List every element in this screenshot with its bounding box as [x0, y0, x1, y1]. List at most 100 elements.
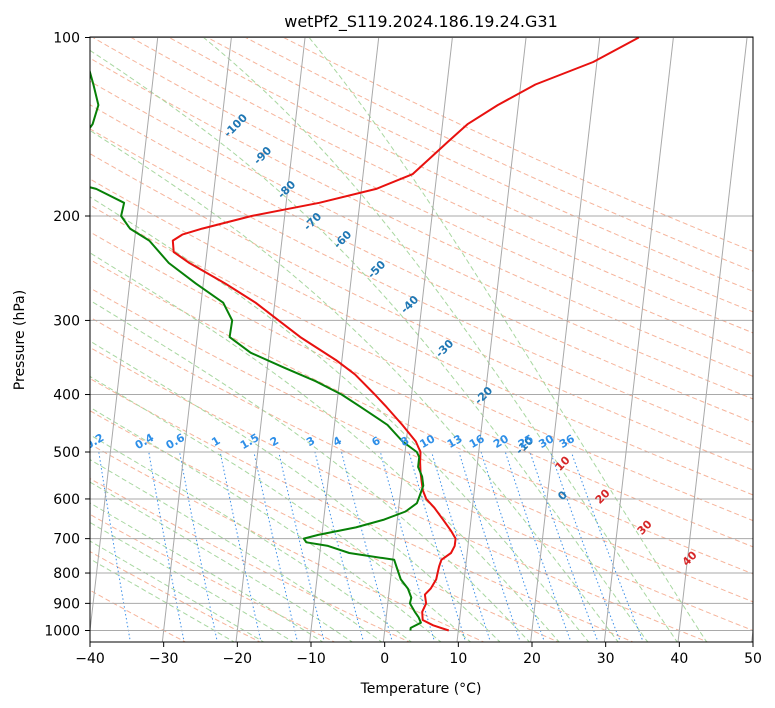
y-tick-label: 300: [53, 313, 80, 329]
dry-adiabat: [90, 153, 753, 471]
dry-adiabat: [283, 37, 753, 252]
dry-adiabat: [90, 231, 753, 548]
moist-adiabat: [90, 558, 236, 642]
moist-adiabat: [90, 49, 649, 642]
plot-frame: [89, 36, 754, 643]
dry-adiabat-label: -60: [331, 228, 354, 251]
dry-adiabat: [90, 513, 336, 642]
mixing-ratio-label: 10: [418, 432, 438, 451]
dry-adiabat: [90, 287, 753, 603]
dry-adiabat: [90, 551, 262, 642]
mixing-ratio-label: 4: [331, 434, 344, 449]
mixing-ratio-line: [529, 451, 599, 642]
profile-lines: [90, 37, 640, 632]
x-tick-label: −30: [149, 651, 179, 667]
chart-title: wetPf2_S119.2024.186.19.24.G31: [284, 12, 558, 32]
x-tick-label: 20: [523, 651, 541, 667]
dry-adiabat: [90, 346, 709, 642]
isotherm-line: [382, 37, 453, 642]
dry-adiabat: [90, 204, 753, 522]
dry-adiabat: [90, 377, 635, 642]
y-tick-label: 700: [53, 532, 80, 548]
dry-adiabat-label: -90: [251, 144, 274, 167]
dry-adiabat-label: 0: [555, 488, 570, 503]
mixing-ratio-line: [408, 451, 467, 642]
dry-adiabat-label: 20: [593, 486, 613, 506]
mixing-ratio-label: 3: [304, 434, 317, 449]
x-tick-label: 10: [449, 651, 467, 667]
isotherm-line: [161, 37, 232, 642]
mixing-ratio-line: [480, 451, 546, 642]
dry-adiabat: [90, 80, 753, 400]
dry-adiabat: [90, 410, 560, 642]
dry-adiabat-label: -40: [398, 293, 421, 316]
isotherm-line: [751, 626, 753, 642]
dry-adiabat-label: 40: [680, 548, 700, 568]
mixing-ratio-line: [379, 451, 436, 642]
moist-adiabat: [90, 502, 324, 642]
isotherm-line: [0, 24, 12, 643]
x-tick-label: 0: [380, 651, 389, 667]
moist-adiabat: [90, 406, 442, 642]
y-tick-label: 800: [53, 566, 80, 582]
mixing-ratio-label: 6: [370, 434, 383, 449]
y-tick-label: 400: [53, 388, 80, 404]
x-axis: −40 −30 −20 −10 0 10 20 30 40 50: [75, 642, 762, 667]
dewpoint-line: [90, 68, 425, 631]
dry-adiabat: [90, 178, 753, 496]
moist-adiabat: [202, 37, 678, 642]
mixing-ratio-label: 30: [536, 432, 556, 451]
moist-adiabat: [90, 252, 560, 642]
moist-adiabat: [90, 521, 295, 642]
dry-adiabat: [130, 37, 753, 334]
moist-adiabat: [90, 459, 383, 642]
x-tick-label: 40: [670, 651, 688, 667]
isotherm-line: [235, 37, 306, 642]
plot-background-lines: [90, 37, 753, 642]
mixing-ratio-line: [179, 451, 218, 642]
y-tick-label: 1000: [44, 624, 80, 640]
isotherm-line: [530, 37, 601, 642]
dry-adiabat-label: 30: [635, 517, 655, 537]
mixing-ratio-label: 20: [491, 432, 511, 451]
x-axis-title: Temperature (°C): [360, 681, 482, 697]
x-tick-label: −40: [75, 651, 105, 667]
dry-adiabat: [168, 37, 753, 313]
mixing-ratio-label: 0.6: [164, 431, 188, 452]
moist-adiabat: [90, 540, 265, 642]
dry-adiabat-label: -80: [275, 178, 298, 201]
temperature-line: [171, 37, 640, 632]
mixing-ratio-label: 2: [268, 434, 281, 449]
y-tick-label: 500: [53, 445, 80, 461]
mixing-ratio-line: [219, 451, 262, 642]
x-tick-label: −10: [296, 651, 326, 667]
mixing-ratio-label: 0.4: [133, 431, 157, 452]
isotherm-line: [90, 37, 159, 635]
mixing-ratio-label: 36: [557, 432, 577, 451]
mixing-ratio-line: [278, 451, 325, 642]
isotherm-line: [309, 37, 380, 642]
dry-adiabat: [92, 37, 753, 355]
isotherm-line: [456, 37, 527, 642]
mixing-ratio-label: 13: [445, 432, 465, 451]
y-axis: 100 200 300 400 500 600 700 800 900 1000: [44, 31, 90, 640]
dry-adiabat: [90, 443, 485, 642]
dry-adiabat: [90, 104, 753, 423]
moist-adiabat: [90, 129, 619, 642]
mixing-ratio-line: [431, 451, 491, 642]
dry-adiabat: [90, 259, 753, 575]
dry-adiabat: [90, 316, 753, 632]
y-tick-label: 200: [53, 209, 80, 225]
dry-adiabat-label: -50: [365, 258, 388, 281]
y-tick-label: 900: [53, 596, 80, 612]
isotherm-line: [603, 37, 674, 642]
x-tick-label: −20: [223, 651, 253, 667]
mixing-ratio-label: 0.2: [83, 431, 106, 452]
moist-adiabat: [90, 299, 531, 642]
dry-adiabat-label: -100: [221, 111, 250, 140]
y-tick-label: 100: [53, 31, 80, 47]
y-tick-label: 600: [53, 492, 80, 508]
mixing-ratio-label: 16: [467, 432, 487, 451]
mixing-ratio-line: [550, 451, 622, 642]
